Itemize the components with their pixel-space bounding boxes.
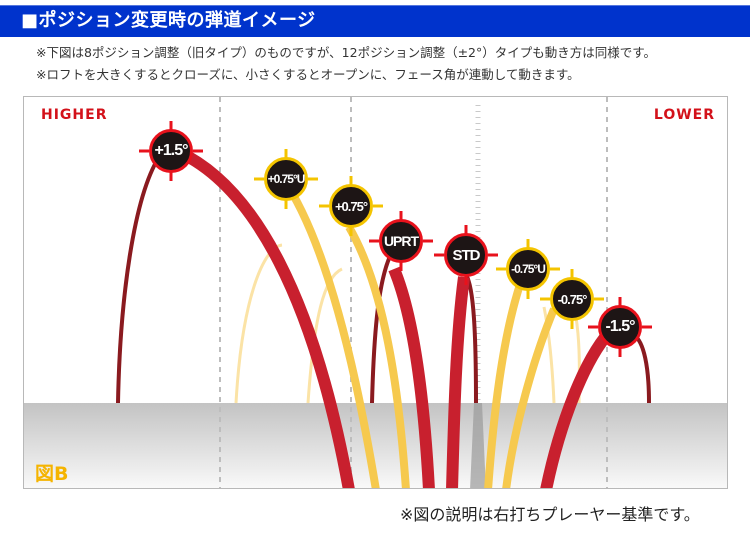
crosshair-ticks: [139, 121, 652, 357]
note-line-2: ※ロフトを大きくするとクローズに、小さくするとオープンに、フェース角が連動して動…: [36, 67, 580, 82]
section-title: ■ポジション変更時の弾道イメージ: [21, 10, 316, 31]
yellow-path: [484, 271, 528, 488]
footnote: ※図の説明は右打ちプレーヤー基準です。: [400, 505, 700, 524]
note-line-1: ※下図は8ポジション調整（旧タイプ）のものですが、12ポジション調整（±2°）タ…: [36, 45, 657, 60]
marker-uprt: UPRT: [379, 219, 423, 263]
lower-label: LOWER: [653, 107, 715, 123]
yellow-path: [502, 307, 558, 488]
red-path: [176, 146, 355, 488]
higher-label: HIGHER: [41, 107, 108, 123]
marker-minus-0-75: -0.75°: [550, 277, 594, 321]
light-yellow-path: [542, 306, 556, 404]
yellow-path: [278, 174, 380, 488]
center-shadow: [470, 403, 486, 488]
red-path: [388, 266, 435, 488]
marker-plus-0-75: +0.75°: [329, 184, 373, 228]
marker-plus-1-5: +1.5°: [149, 129, 193, 173]
yellow-path: [345, 224, 410, 488]
marker-minus-1-5: -1.5°: [598, 305, 642, 349]
marker-minus-0-75-u: -0.75°U: [506, 247, 550, 291]
dark-red-path: [116, 155, 161, 404]
marker-std: STD: [444, 233, 488, 277]
trajectory-diagram: HIGHER LOWER +1.5° +0.75°U +0.75° UPRT S…: [23, 96, 728, 489]
red-path: [446, 276, 470, 488]
marker-plus-0-75-u: +0.75°U: [264, 157, 308, 201]
light-yellow-path: [306, 267, 343, 404]
figure-label: 図B: [35, 463, 69, 485]
section-header: ■ポジション変更時の弾道イメージ: [0, 5, 750, 37]
